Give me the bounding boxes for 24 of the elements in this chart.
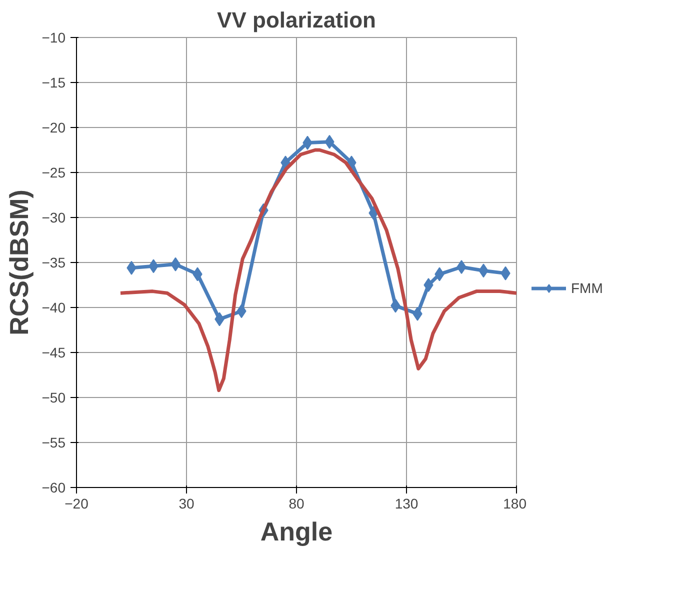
x-tick-label: −20 (64, 496, 89, 512)
chart-title: VV polarization (217, 8, 376, 32)
y-tick-label: −30 (42, 210, 66, 226)
legend-label: FMM (571, 280, 603, 296)
y-tick-label: −55 (42, 434, 66, 450)
x-tick-label: 30 (178, 496, 194, 512)
x-tick-label: 130 (394, 496, 418, 512)
x-tick-label: 180 (503, 496, 527, 512)
y-tick-label: −15 (42, 74, 66, 90)
y-tick-label: −50 (42, 390, 66, 406)
point (424, 278, 434, 292)
point (368, 206, 378, 220)
y-tick-label: −35 (42, 254, 66, 270)
y-tick-label: −40 (42, 300, 66, 316)
x-axis-title: Angle (260, 516, 333, 546)
x-tick-label: 80 (288, 496, 304, 512)
point (456, 260, 466, 274)
y-axis-title: RCS(dBSM) (4, 190, 34, 336)
y-tick-label: −10 (42, 30, 66, 46)
line-series (118, 148, 516, 392)
y-tick-label: −25 (42, 164, 66, 180)
y-tick-label: −20 (42, 120, 66, 136)
y-tick-label: −60 (42, 480, 66, 496)
y-tick-label: −45 (42, 344, 66, 360)
